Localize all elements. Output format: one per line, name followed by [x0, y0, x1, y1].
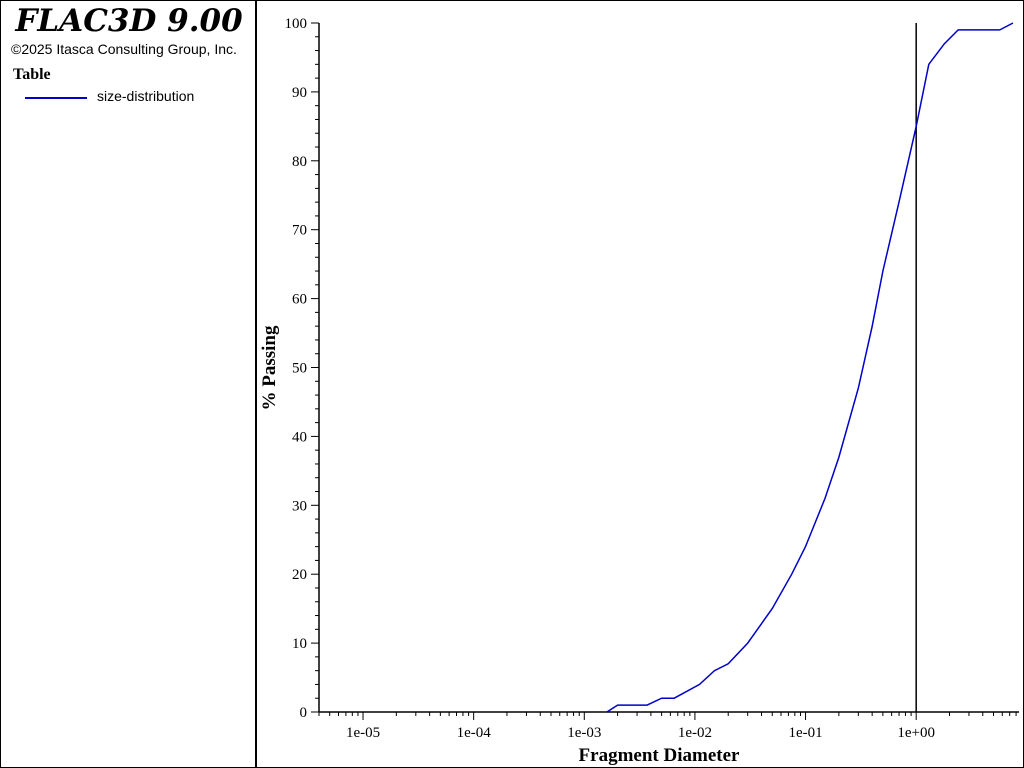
- legend-title: Table: [13, 66, 51, 83]
- copyright-text: ©2025 Itasca Consulting Group, Inc.: [11, 41, 237, 57]
- x-tick-label: 1e-03: [567, 725, 601, 741]
- y-tick-label: 40: [292, 429, 307, 445]
- x-axis-label: Fragment Diameter: [579, 745, 740, 766]
- series-lines: [606, 22, 1014, 713]
- y-tick-label: 10: [292, 636, 307, 652]
- y-axis: 0 10 20 30 40 50 60 70 80 90 100: [285, 16, 320, 721]
- x-tick-label: 1e-01: [788, 725, 822, 741]
- y-tick-label: 100: [285, 16, 308, 32]
- app-title: FLAC3D 9.00: [15, 3, 243, 39]
- series-line-size-distribution: [606, 22, 1014, 713]
- y-tick-label: 90: [292, 85, 307, 101]
- y-tick-label: 80: [292, 154, 307, 170]
- x-tick-label: 1e-04: [457, 725, 492, 741]
- y-tick-label: 50: [292, 361, 307, 377]
- x-axis: 1e-05 1e-04 1e-03 1e-02 1e-01 1e+00: [318, 711, 1019, 741]
- y-tick-label: 60: [292, 292, 307, 308]
- legend-line-swatch: [25, 97, 87, 99]
- y-axis-label: % Passing: [259, 325, 280, 410]
- x-tick-label: 1e-02: [678, 725, 712, 741]
- legend-entry-label: size-distribution: [97, 88, 195, 104]
- y-tick-label: 0: [300, 705, 308, 721]
- y-tick-label: 20: [292, 567, 307, 583]
- legend-panel: FLAC3D 9.00 ©2025 Itasca Consulting Grou…: [1, 1, 257, 767]
- y-tick-label: 70: [292, 223, 307, 239]
- x-tick-label: 1e-05: [346, 725, 380, 741]
- y-tick-label: 30: [292, 498, 307, 514]
- x-tick-label: 1e+00: [897, 725, 935, 741]
